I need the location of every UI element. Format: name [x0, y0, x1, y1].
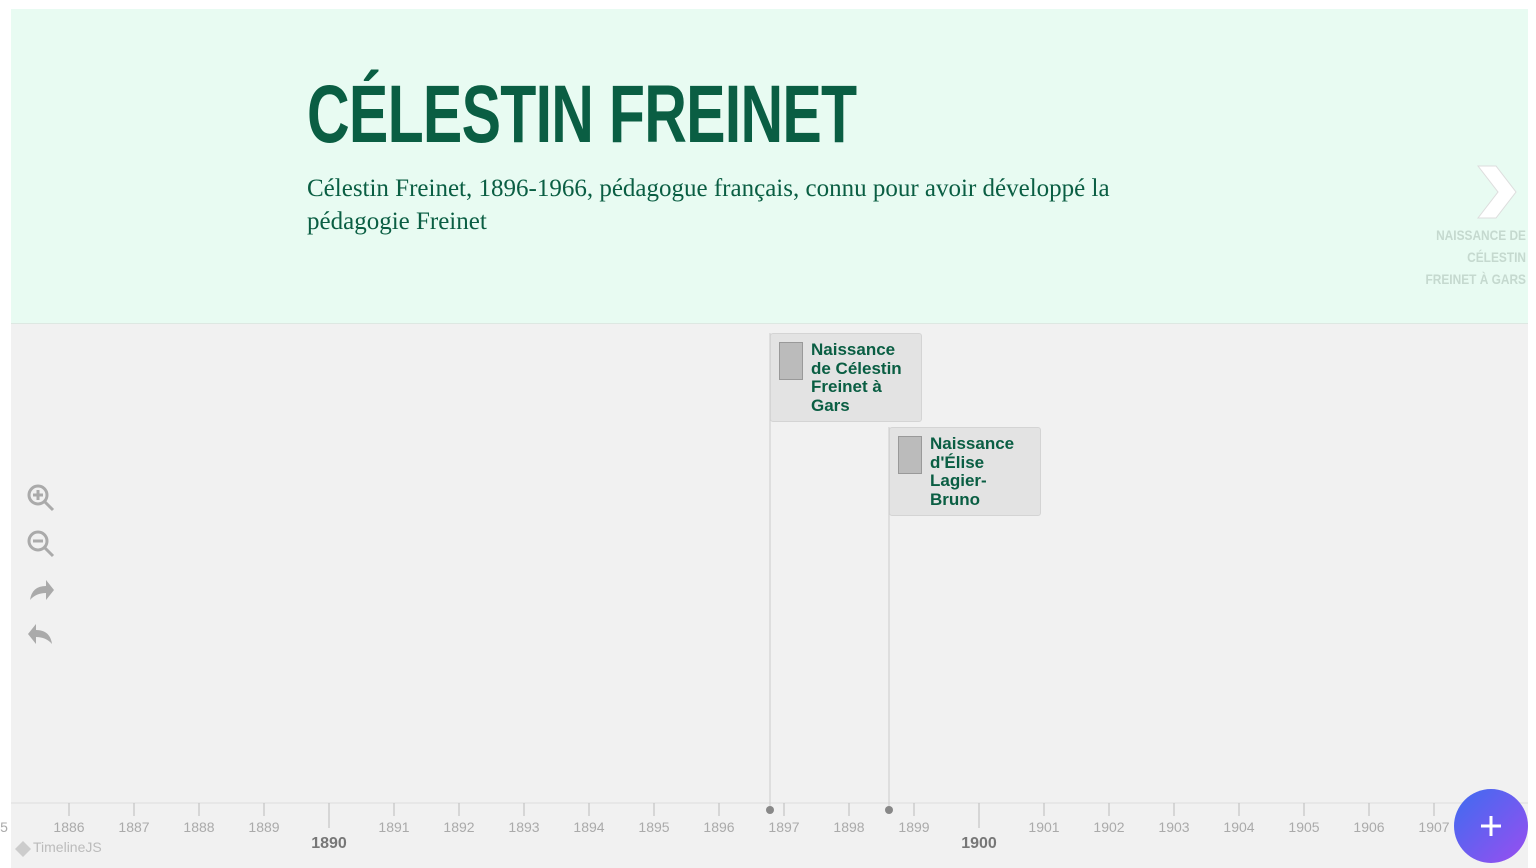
- tick-label: 5: [0, 819, 8, 835]
- event-thumbnail: [898, 436, 922, 474]
- tick-label: 1888: [183, 819, 215, 835]
- tick-label: 1904: [1223, 819, 1255, 835]
- tick-label: 1902: [1093, 819, 1125, 835]
- zoom-in[interactable]: [27, 484, 55, 512]
- tick-label: 1898: [833, 819, 865, 835]
- event-label: Naissance de Célestin Freinet à Gars: [811, 340, 902, 415]
- branding[interactable]: TimelineJS: [33, 839, 102, 855]
- tick-label: 1903: [1158, 819, 1190, 835]
- event-card[interactable]: Naissance de Célestin Freinet à Gars: [770, 333, 922, 422]
- tick-label: 1886: [53, 819, 85, 835]
- tick-label: 1895: [638, 819, 670, 835]
- event-card[interactable]: Naissance d'Élise Lagier-Bruno: [889, 427, 1041, 516]
- tick-label: 1897: [768, 819, 800, 835]
- event-marker: [766, 806, 774, 814]
- redo[interactable]: [30, 580, 54, 600]
- tick-label: 1891: [378, 819, 410, 835]
- zoom-out[interactable]: [27, 530, 55, 558]
- tick-label: 1901: [1028, 819, 1060, 835]
- tick-label: 1905: [1288, 819, 1320, 835]
- tick-label: 1906: [1353, 819, 1385, 835]
- major-tick-label: 1900: [961, 835, 997, 852]
- tick-label: 1893: [508, 819, 540, 835]
- tick-label: 1896: [703, 819, 735, 835]
- next-slide-label[interactable]: NAISSANCE DE CÉLESTIN FREINET À GARS: [1425, 227, 1526, 287]
- tick-label: 1889: [248, 819, 280, 835]
- slide-title: CÉLESTIN FREINET: [307, 69, 857, 160]
- add-button[interactable]: [1452, 787, 1530, 865]
- tick-label: 1894: [573, 819, 605, 835]
- slide-text: Célestin Freinet, 1896-1966, pédagogue f…: [307, 175, 1110, 235]
- event-thumbnail: [779, 342, 803, 380]
- event-label: Naissance d'Élise Lagier-Bruno: [930, 434, 1015, 509]
- tick-label: 1892: [443, 819, 475, 835]
- major-tick-label: 1890: [311, 835, 347, 852]
- tick-label: 1899: [898, 819, 930, 835]
- tick-label: 1907: [1418, 819, 1450, 835]
- tick-label: 1887: [118, 819, 150, 835]
- event-marker: [885, 806, 893, 814]
- brand-icon: [15, 841, 31, 857]
- title-slide: [11, 9, 1528, 324]
- zoom-controls: [27, 484, 55, 644]
- undo[interactable]: [28, 624, 52, 644]
- next-arrow[interactable]: [1474, 164, 1520, 220]
